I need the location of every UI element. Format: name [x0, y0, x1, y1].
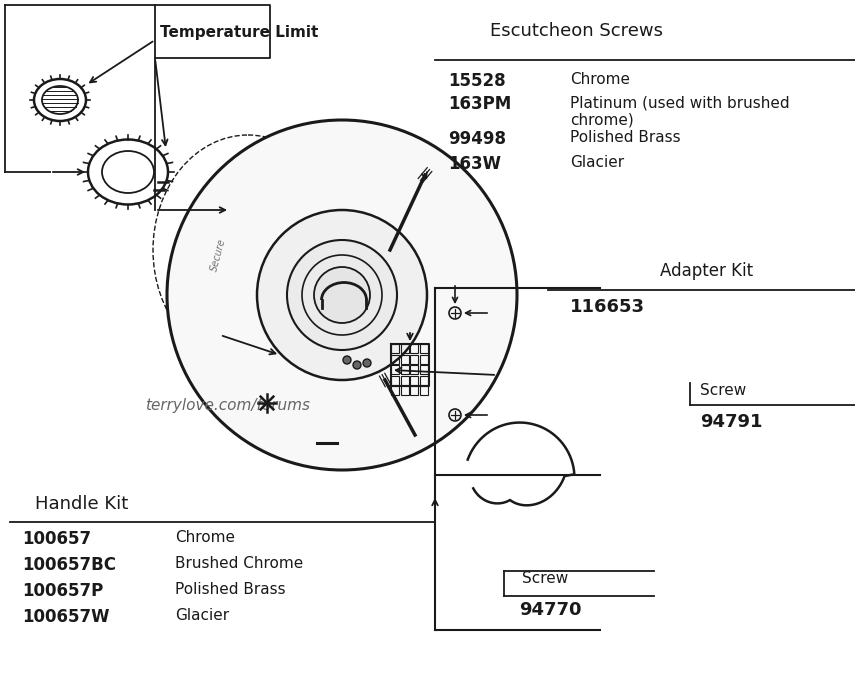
Bar: [391, 386, 399, 395]
Bar: [400, 386, 409, 395]
Text: Platinum (used with brushed
chrome): Platinum (used with brushed chrome): [570, 95, 790, 127]
Text: 116653: 116653: [570, 298, 645, 316]
Bar: [420, 344, 428, 353]
Text: 94770: 94770: [519, 601, 581, 619]
Bar: [391, 365, 399, 374]
Text: 15528: 15528: [448, 72, 505, 90]
Text: 94791: 94791: [700, 413, 763, 431]
Circle shape: [287, 240, 397, 350]
Text: Handle Kit: Handle Kit: [35, 495, 128, 513]
Text: Chrome: Chrome: [175, 530, 235, 545]
Bar: [410, 365, 418, 374]
Bar: [391, 354, 399, 363]
Text: Adapter Kit: Adapter Kit: [660, 262, 753, 280]
Text: Polished Brass: Polished Brass: [570, 130, 681, 145]
Text: Screw: Screw: [700, 383, 746, 398]
Bar: [400, 344, 409, 353]
Text: Chrome: Chrome: [570, 72, 630, 87]
Circle shape: [257, 210, 427, 380]
Text: 100657BC: 100657BC: [22, 556, 116, 574]
Circle shape: [343, 356, 351, 364]
Bar: [400, 376, 409, 384]
Text: Screw: Screw: [522, 571, 569, 586]
Bar: [420, 376, 428, 384]
Bar: [391, 344, 399, 353]
Bar: [420, 354, 428, 363]
Text: Brushed Chrome: Brushed Chrome: [175, 556, 304, 571]
Text: 100657P: 100657P: [22, 582, 103, 600]
Text: 163W: 163W: [448, 155, 501, 173]
Text: 163PM: 163PM: [448, 95, 511, 113]
Text: Glacier: Glacier: [570, 155, 624, 170]
Text: Temperature Limit: Temperature Limit: [160, 25, 318, 40]
Circle shape: [353, 361, 361, 369]
Bar: [420, 386, 428, 395]
Bar: [400, 354, 409, 363]
Circle shape: [363, 359, 371, 367]
Bar: [391, 376, 399, 384]
Text: 99498: 99498: [448, 130, 506, 148]
Text: 100657W: 100657W: [22, 608, 109, 626]
Bar: [410, 386, 418, 395]
Bar: [420, 365, 428, 374]
Bar: [410, 376, 418, 384]
Text: Escutcheon Screws: Escutcheon Screws: [490, 22, 663, 40]
Circle shape: [167, 120, 517, 470]
Text: terrylove.com/forums: terrylove.com/forums: [145, 398, 310, 413]
Circle shape: [314, 267, 370, 323]
Bar: [400, 365, 409, 374]
Bar: [410, 344, 418, 353]
Text: 100657: 100657: [22, 530, 91, 548]
Text: Glacier: Glacier: [175, 608, 229, 623]
Text: Secure: Secure: [209, 237, 227, 273]
Bar: [410, 354, 418, 363]
Text: Polished Brass: Polished Brass: [175, 582, 286, 597]
